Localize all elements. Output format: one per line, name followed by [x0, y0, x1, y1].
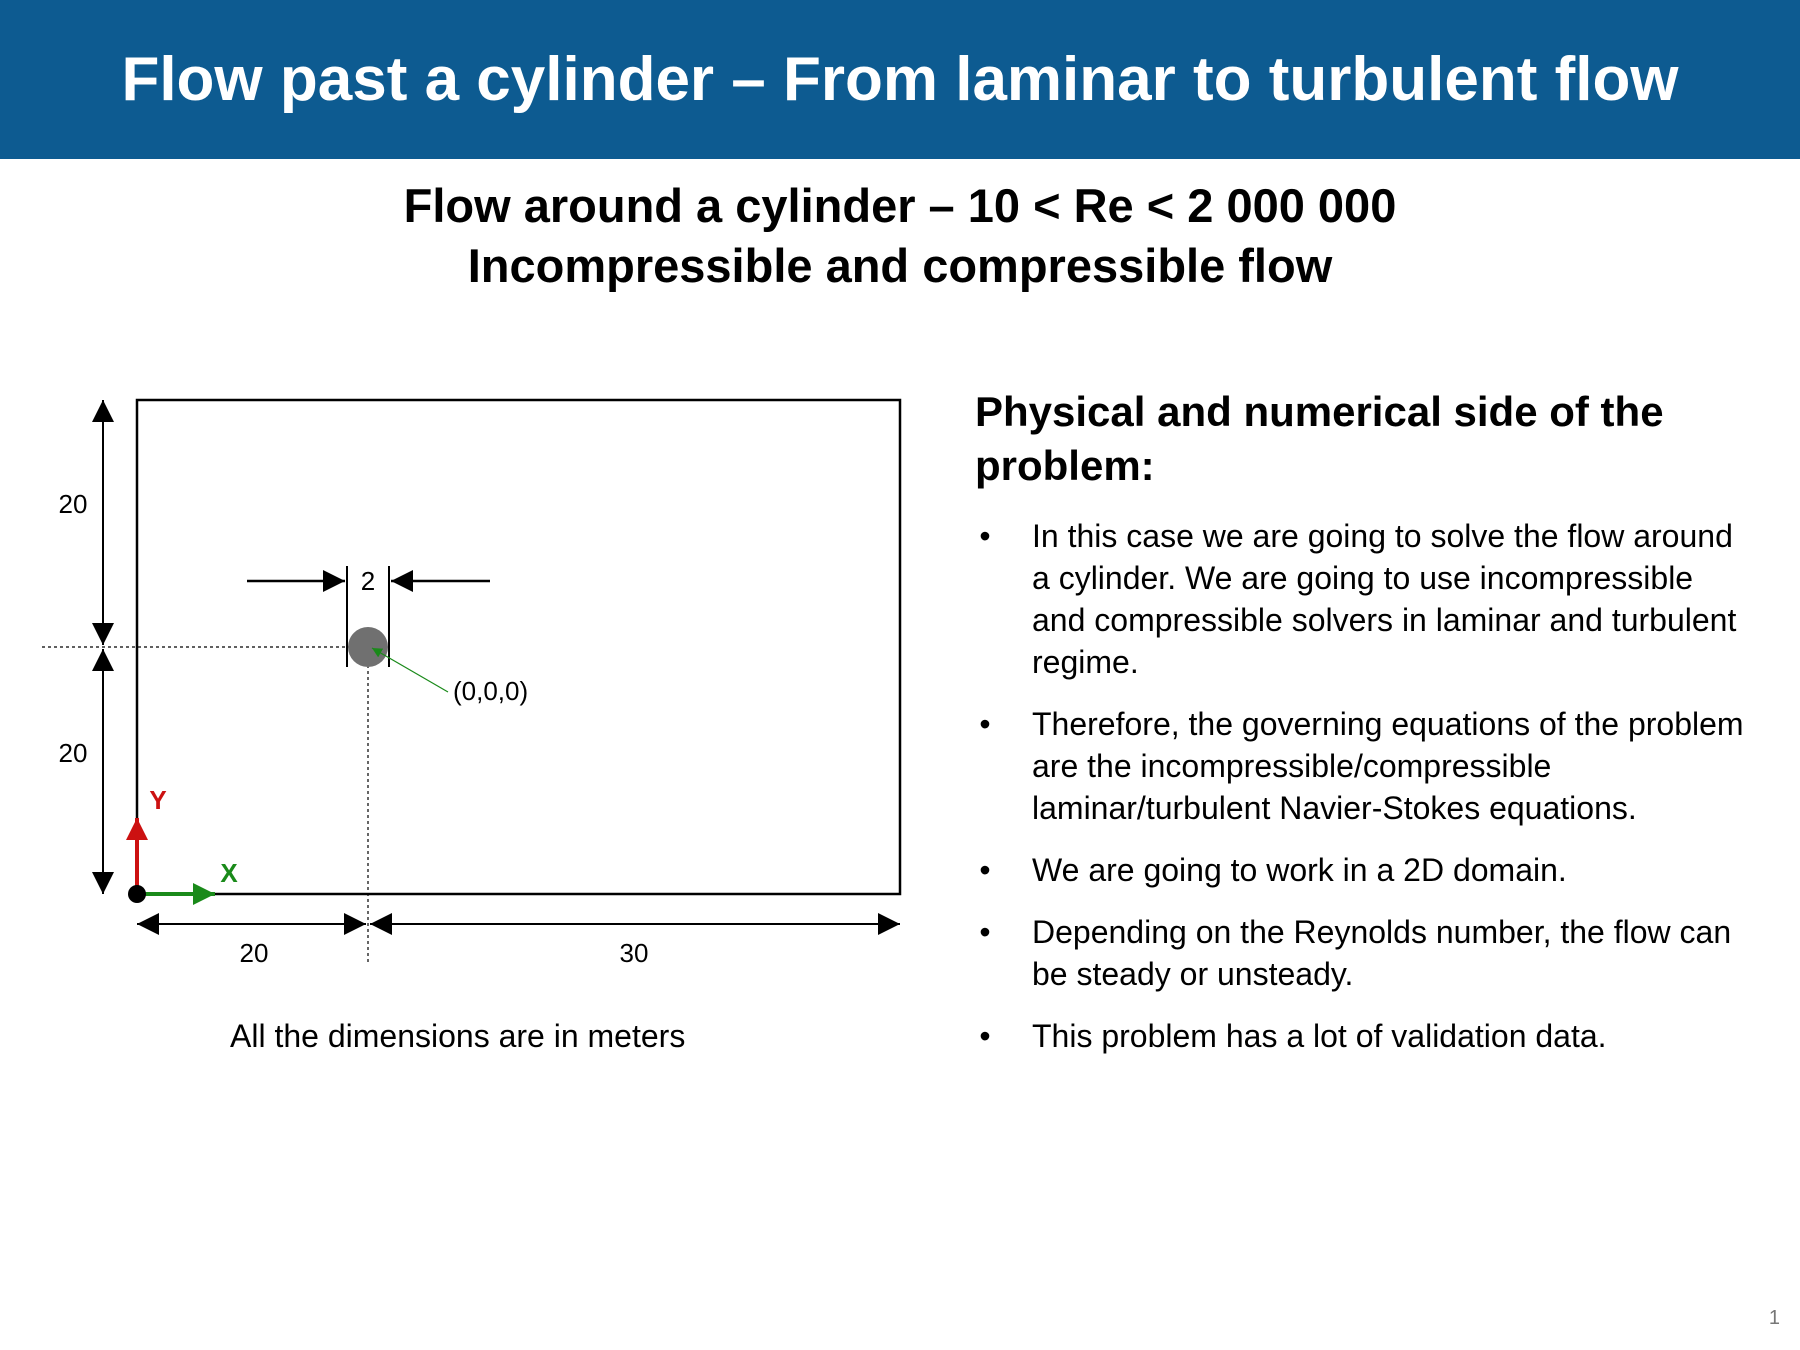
slide-title: Flow past a cylinder – From laminar to t…	[121, 45, 1679, 114]
bullet-list: • In this case we are going to solve the …	[975, 515, 1755, 1057]
bullet-dot: •	[979, 852, 991, 888]
dim-diameter-label: 2	[361, 566, 375, 596]
title-bar: Flow past a cylinder – From laminar to t…	[0, 0, 1800, 159]
origin-dot	[128, 885, 146, 903]
bullet-text: This problem has a lot of validation dat…	[1032, 1018, 1607, 1054]
bullet-dot: •	[979, 914, 991, 950]
dim-lower-height-label: 20	[59, 738, 88, 768]
panel-heading: Physical and numerical side of the probl…	[975, 388, 1664, 489]
domain-boundary	[135, 398, 902, 896]
bullet-item: • We are going to work in a 2D domain.	[975, 849, 1755, 891]
dim-upper-height-label: 20	[59, 489, 88, 519]
dim-left-width-label: 20	[240, 938, 269, 968]
subtitle-line-2: Incompressible and compressible flow	[467, 239, 1333, 292]
x-axis-label: X	[220, 858, 238, 888]
bullet-item: • Therefore, the governing equations of t…	[975, 703, 1755, 829]
dim-right-width-label: 30	[620, 938, 649, 968]
page-number: 1	[1768, 1307, 1780, 1329]
bullet-item: • In this case we are going to solve the …	[975, 515, 1755, 683]
origin-leader-line	[371, 647, 449, 693]
bullet-item: • This problem has a lot of validation da…	[975, 1015, 1755, 1057]
origin-label: (0,0,0)	[453, 676, 528, 706]
slide-subtitle: Flow around a cylinder – 10 < Re < 2 000…	[0, 176, 1800, 296]
bullet-text: In this case we are going to solve the f…	[1032, 518, 1737, 680]
bullet-dot: •	[979, 518, 991, 554]
cylinder	[348, 627, 388, 667]
bullet-dot: •	[979, 706, 991, 742]
problem-description: Physical and numerical side of the probl…	[975, 385, 1755, 1077]
bullet-text: Depending on the Reynolds number, the fl…	[1032, 914, 1732, 992]
bullet-text: Therefore, the governing equations of th…	[1032, 706, 1744, 826]
y-axis-label: Y	[149, 785, 166, 815]
subtitle-line-1: Flow around a cylinder – 10 < Re < 2 000…	[403, 179, 1397, 232]
domain-diagram: 20 20 2 (0,0,0) Y X 20 30	[0, 380, 960, 1100]
bullet-text: We are going to work in a 2D domain.	[1032, 852, 1567, 888]
domain-diagram-svg: 20 20 2 (0,0,0) Y X 20 30	[42, 398, 902, 968]
diagram-caption: All the dimensions are in meters	[230, 1018, 686, 1054]
bullet-item: • Depending on the Reynolds number, the f…	[975, 911, 1755, 995]
bullet-dot: •	[979, 1018, 991, 1054]
